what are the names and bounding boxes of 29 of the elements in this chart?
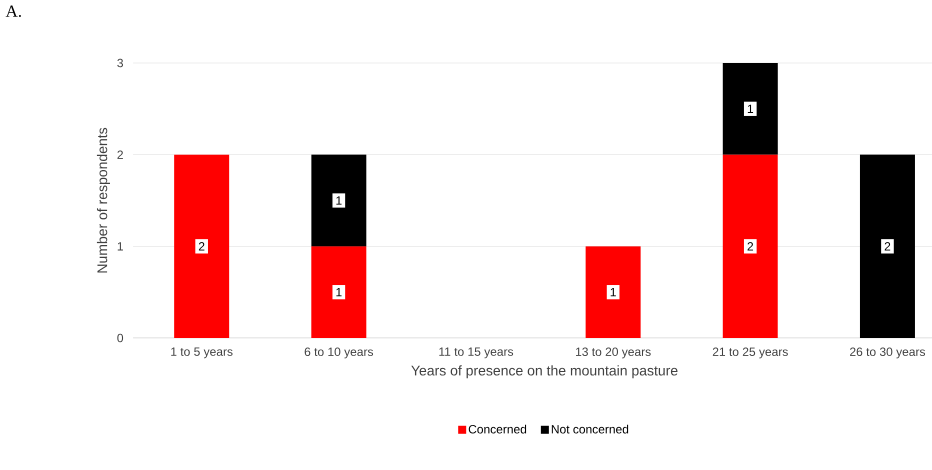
data-label: 2 xyxy=(748,242,754,251)
bar xyxy=(311,154,366,246)
bar xyxy=(174,154,230,338)
bar xyxy=(722,154,778,338)
x-tick-label: 13 to 20 years xyxy=(576,348,651,358)
data-label: 2 xyxy=(884,242,890,251)
x-axis-title: Years of presence on the mountain pasture xyxy=(411,365,678,378)
y-tick-label: 3 xyxy=(117,58,123,68)
legend-label: Concerned xyxy=(468,424,526,434)
bar xyxy=(311,246,366,338)
bar xyxy=(860,154,915,338)
x-tick-label: 26 to 30 years xyxy=(850,348,926,358)
x-tick-label: 6 to 10 years xyxy=(304,348,374,358)
y-tick-label: 1 xyxy=(118,242,123,250)
data-label: 1 xyxy=(610,288,616,296)
data-label: 2 xyxy=(198,242,204,251)
x-tick-label: 11 to 15 years xyxy=(439,348,514,358)
data-label: 1 xyxy=(748,104,754,113)
legend-label: Not concerned xyxy=(552,424,628,434)
y-tick-label: 2 xyxy=(117,150,123,159)
x-tick-label: 1 to 5 years xyxy=(171,348,233,358)
y-axis-title: Number of respondents xyxy=(96,128,110,272)
x-tick-label: 21 to 25 years xyxy=(712,348,788,358)
data-label: 1 xyxy=(336,288,342,296)
bar xyxy=(722,62,778,155)
y-tick-label: 0 xyxy=(117,334,124,342)
chart-title: A. xyxy=(6,6,21,17)
data-label: 1 xyxy=(336,196,342,205)
bar xyxy=(586,246,641,338)
